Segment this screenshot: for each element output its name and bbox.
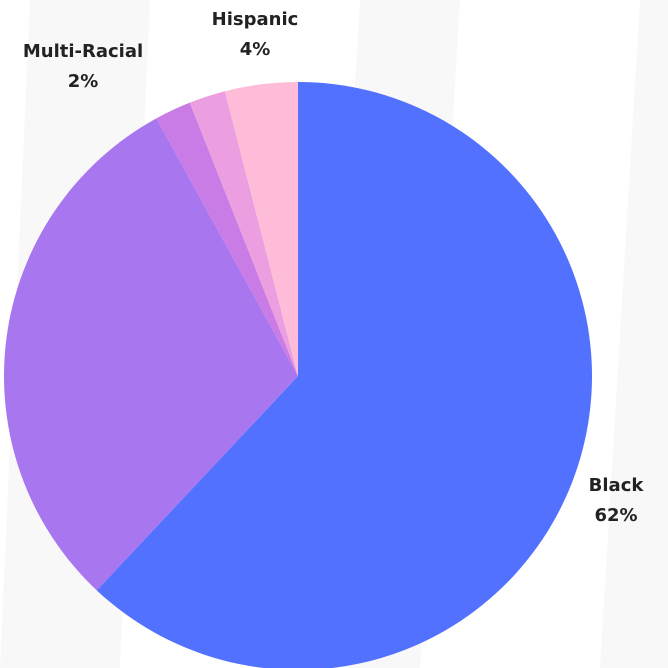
slice-value-label: 4% [240,39,271,60]
pie-slice-1 [3,118,298,591]
slice-label: Multi-Racial [23,41,143,62]
pie-slice-hispanic [224,82,298,376]
pie-slice-multi-racial [189,91,298,377]
slice-label: Black [589,475,645,496]
slice-value-label: 62% [594,505,637,526]
pie-slice-black [96,82,592,668]
pie-slice-2 [156,102,298,376]
slice-value-label: 2% [68,71,99,92]
slice-label: Hispanic [212,9,299,30]
background-band [600,0,668,668]
